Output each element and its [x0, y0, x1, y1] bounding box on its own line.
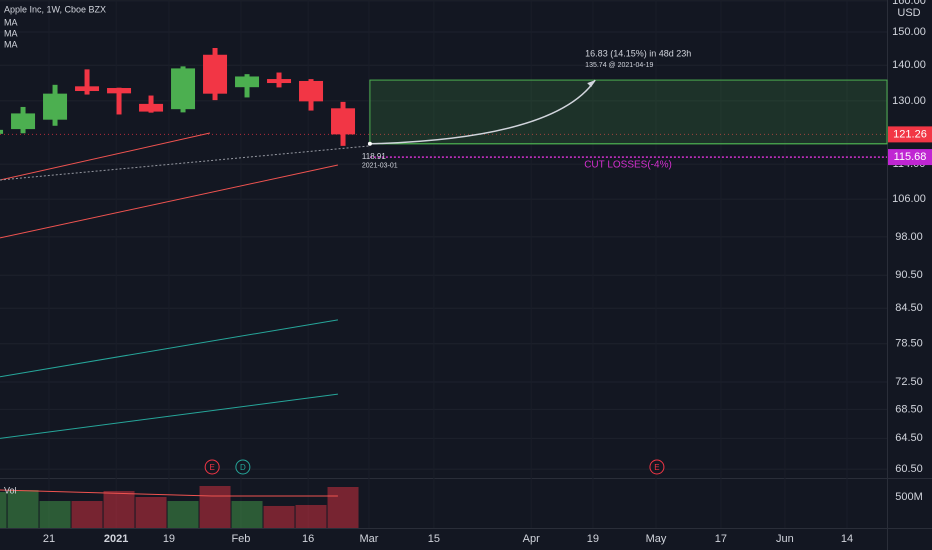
last-price-box [888, 126, 932, 143]
candle-body [11, 113, 36, 130]
legend-entry: MA [4, 28, 18, 38]
entry-price-label: 118.91 [362, 152, 386, 161]
y-tick-label: 68.50 [895, 403, 923, 415]
volume-bar [135, 496, 167, 528]
volume-tick-label: 500M [895, 491, 923, 503]
x-tick-label: 15 [428, 533, 440, 545]
candle-body [171, 68, 196, 110]
candle-body [107, 88, 132, 94]
volume-bar [7, 489, 39, 528]
y-tick-label: 98.00 [895, 231, 923, 243]
volume-bar [199, 486, 231, 528]
stop-label: CUT LOSSES(-4%) [584, 160, 672, 171]
candle-body [267, 79, 292, 84]
x-tick-label: 2021 [104, 533, 128, 545]
y-tick-label: 84.50 [895, 302, 923, 314]
y-tick-label: 60.50 [895, 463, 923, 475]
event-label: D [240, 463, 246, 472]
volume-bar [71, 501, 103, 528]
volume-bar [327, 486, 359, 528]
legend-entry: MA [4, 17, 18, 27]
x-tick-label: 21 [43, 533, 55, 545]
ma-line [0, 145, 370, 181]
chart-title: Apple Inc, 1W, Cboe BZX [4, 4, 106, 14]
entry-date-label: 2021-03-01 [362, 163, 398, 170]
x-tick-label: Feb [231, 533, 250, 545]
stop-price-box [888, 149, 932, 166]
currency-label: USD [897, 7, 920, 19]
y-tick-label: 72.50 [895, 376, 923, 388]
candle-body [0, 129, 4, 134]
candle-body [139, 103, 164, 112]
y-tick-label: 160.00 [892, 0, 926, 7]
stop-price-label: 115.68 [894, 151, 927, 163]
candle-body [331, 108, 356, 135]
y-tick-label: 78.50 [895, 338, 923, 350]
event-label: E [654, 463, 659, 472]
y-tick-label: 150.00 [892, 26, 926, 38]
ma-line [0, 319, 338, 378]
projection-arrow [587, 80, 596, 88]
x-tick-label: Jun [776, 533, 794, 545]
y-tick-label: 64.50 [895, 432, 923, 444]
event-label: E [209, 463, 214, 472]
event-marker [235, 459, 251, 475]
legend-entry: MA [4, 39, 18, 49]
event-marker [649, 459, 665, 475]
x-tick-label: May [646, 533, 667, 545]
volume-ma [0, 489, 338, 497]
candle-body [235, 76, 260, 88]
volume-label: Vol [4, 485, 17, 495]
x-tick-label: 16 [302, 533, 314, 545]
target-label: 135.74 @ 2021-04-19 [585, 62, 653, 69]
entry-point [367, 141, 372, 146]
y-tick-label: 140.00 [892, 59, 926, 71]
volume-bar [295, 504, 327, 528]
ma-line [0, 393, 338, 439]
volume-bar [263, 505, 295, 528]
candle-body [75, 86, 100, 92]
event-marker [204, 459, 220, 475]
x-tick-label: 14 [841, 533, 853, 545]
volume-bar [231, 501, 263, 528]
candle-body [299, 80, 324, 102]
position-summary: 16.83 (14.15%) in 48d 23h [585, 48, 691, 58]
volume-bar [167, 501, 199, 528]
ma-line [0, 132, 211, 181]
x-tick-label: 19 [163, 533, 175, 545]
candle-body [203, 54, 228, 94]
volume-bar [103, 490, 135, 528]
y-tick-label: 106.00 [892, 193, 926, 205]
plot-area [0, 0, 888, 528]
volume-bar [39, 501, 71, 528]
volume-bar [0, 492, 7, 528]
y-tick-label: 90.50 [895, 269, 923, 281]
target-zone [369, 79, 888, 145]
x-tick-label: Apr [523, 533, 540, 545]
x-tick-label: Mar [359, 533, 378, 545]
x-tick-label: 17 [715, 533, 727, 545]
y-tick-label: 130.00 [892, 95, 926, 107]
ma-line [0, 164, 339, 239]
projection-curve [369, 79, 596, 145]
last-price-label: 121.26 [893, 128, 927, 140]
candle-body [43, 93, 68, 120]
x-tick-label: 19 [587, 533, 599, 545]
